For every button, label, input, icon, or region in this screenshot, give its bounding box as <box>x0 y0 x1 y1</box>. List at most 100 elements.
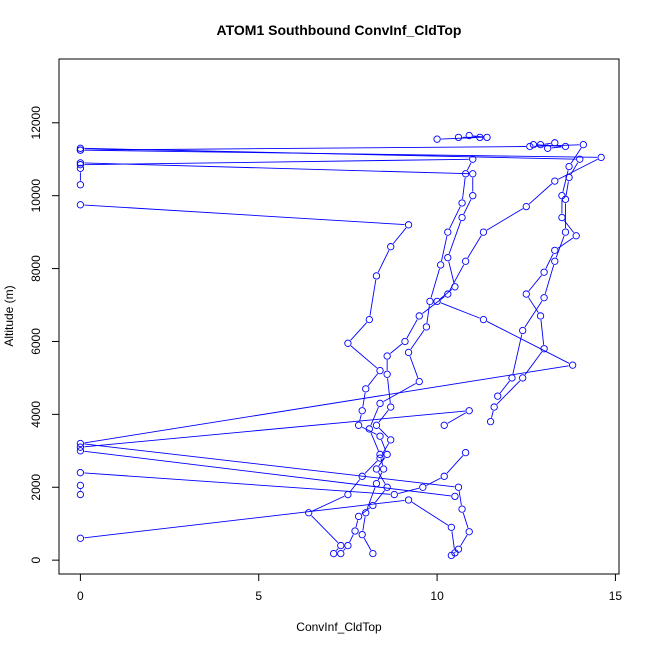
series-segment <box>362 516 366 531</box>
data-point <box>437 261 445 269</box>
data-point <box>387 436 395 444</box>
series-segment <box>440 302 480 319</box>
data-point <box>458 199 466 207</box>
data-point <box>369 501 377 510</box>
series-segment <box>406 319 418 339</box>
data-point <box>372 479 381 488</box>
data-point <box>344 339 352 347</box>
series-segment <box>380 458 384 466</box>
series-segment <box>370 406 379 426</box>
y-tick-label: 10000 <box>29 179 43 213</box>
series-segment <box>448 261 455 284</box>
data-point <box>479 228 488 236</box>
series-profile-9 <box>76 144 584 400</box>
data-point <box>561 195 570 203</box>
data-point <box>354 512 363 521</box>
series-segment <box>544 264 555 295</box>
data-point <box>461 448 470 457</box>
series-segment <box>378 472 386 485</box>
data-point <box>76 439 85 448</box>
series-profile-7 <box>76 447 459 501</box>
data-point <box>454 545 463 553</box>
data-point <box>440 421 448 429</box>
y-tick-label: 12000 <box>29 106 43 140</box>
series-segment <box>84 500 405 539</box>
data-point <box>551 246 559 254</box>
data-point <box>444 253 452 262</box>
series-profile-2 <box>76 201 413 558</box>
data-point <box>305 509 313 517</box>
data-point <box>544 144 552 152</box>
data-point <box>76 164 85 172</box>
data-point <box>419 483 427 491</box>
data-point <box>76 534 85 542</box>
series-segment <box>84 472 391 495</box>
data-point <box>540 268 548 276</box>
data-point <box>558 192 566 200</box>
x-tick-label: 5 <box>255 589 262 603</box>
series-segment <box>84 410 466 448</box>
data-point <box>461 170 470 178</box>
series-profile-12 <box>529 139 570 152</box>
data-point <box>433 135 441 143</box>
data-point <box>483 133 491 142</box>
data-point <box>522 290 530 298</box>
data-point <box>76 481 85 490</box>
data-point <box>576 155 584 163</box>
data-point <box>376 399 384 408</box>
series-segment <box>430 268 440 298</box>
data-point <box>383 370 391 378</box>
data-point <box>362 385 370 393</box>
x-tick-label: 15 <box>609 589 623 603</box>
series-segment <box>389 343 403 354</box>
data-point <box>354 421 363 429</box>
data-point <box>451 492 459 501</box>
data-point <box>358 530 366 539</box>
series-segment <box>398 487 420 494</box>
series-segment <box>564 220 575 233</box>
chart-title: ATOM1 Southbound ConvInf_CldTop <box>217 22 462 38</box>
series-segment <box>343 548 346 551</box>
series-segment <box>426 477 441 486</box>
series-segment <box>387 378 391 404</box>
data-point <box>369 549 377 558</box>
data-point <box>508 374 516 382</box>
series-segment <box>377 472 383 481</box>
series-segment <box>411 501 449 526</box>
data-point <box>358 472 366 480</box>
series-profile-14 <box>76 164 85 189</box>
data-point <box>454 133 463 142</box>
data-point <box>76 201 85 209</box>
series-segment <box>409 356 419 378</box>
series-segment <box>524 300 543 328</box>
series-segment <box>374 490 386 503</box>
data-point <box>540 294 548 302</box>
series-segment <box>446 455 464 474</box>
data-point <box>362 509 370 517</box>
y-tick-label: 2000 <box>29 474 43 501</box>
data-point <box>529 141 538 149</box>
data-point <box>372 272 381 280</box>
data-point <box>390 490 398 499</box>
x-tick-label: 0 <box>77 589 84 603</box>
series-segment <box>84 443 455 488</box>
series-segment <box>448 221 462 255</box>
data-point <box>358 407 366 415</box>
data-point <box>415 312 423 320</box>
series-segment <box>377 250 390 273</box>
series-segment <box>486 208 524 231</box>
series-segment <box>350 479 361 492</box>
series-segment <box>454 551 456 554</box>
data-point <box>76 447 85 455</box>
y-tick-label: 6000 <box>29 328 43 355</box>
data-point <box>536 141 545 149</box>
series-segment <box>558 158 598 180</box>
data-point <box>422 323 431 331</box>
data-point <box>572 232 580 240</box>
series-segment <box>350 322 367 341</box>
series-segment <box>311 515 339 544</box>
data-point <box>522 202 530 211</box>
series-segment <box>84 204 405 226</box>
series-segment <box>528 297 539 313</box>
